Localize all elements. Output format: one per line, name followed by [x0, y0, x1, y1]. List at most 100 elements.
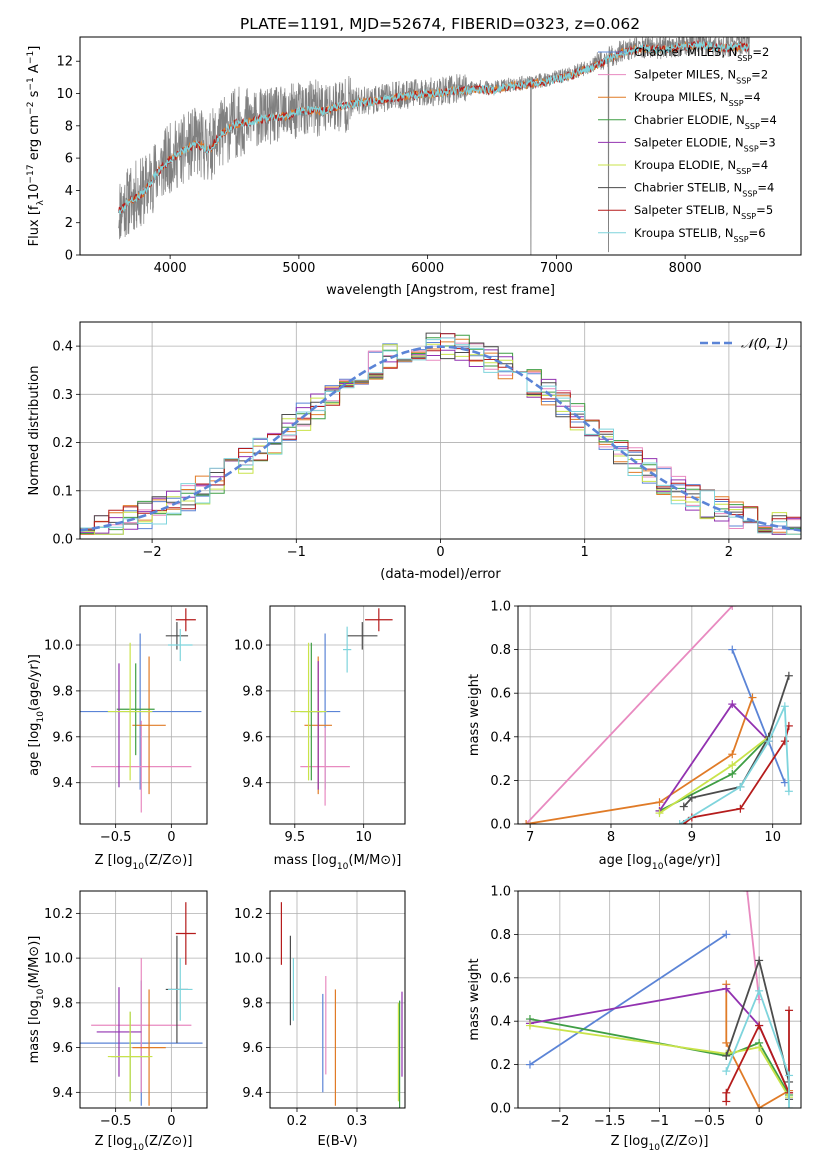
- chart-mass_vs_ebv: 0.2 0.3 9.4 9.6 9.8 10.0 10.2 E(B-V): [234, 890, 406, 1149]
- x-axis-label: Z [log10(Z/Z⊙)]: [611, 1134, 709, 1153]
- plot-area: [80, 332, 801, 539]
- y-tick-label: 0.4: [490, 1015, 511, 1030]
- x-tick-label: 8000: [669, 261, 702, 276]
- y-tick-label: 10.0: [44, 952, 73, 967]
- y-tick-label: 10.2: [44, 907, 73, 922]
- errorbar-salpeter-stelib: [175, 902, 196, 965]
- axes-frame: [79, 890, 208, 1109]
- axes-frame: [79, 605, 208, 825]
- y-tick-label: 0.6: [490, 971, 511, 986]
- plot-area: [280, 902, 403, 1108]
- x-tick-label: −0.5: [100, 830, 132, 845]
- x-tick-label: 8: [607, 830, 615, 845]
- errorbar-kroupa-miles: [132, 989, 166, 1106]
- y-tick-label: 1.0: [490, 885, 511, 900]
- chart-weight_vs_z: −2 −1.5 −1 −0.5 0 0.0 0.2 0.4 0.6 0.8 1.0 Z [log10(…: [467, 885, 802, 1153]
- y-axis-label: Flux [fλ10−17 erg cm−2 s−1 A−1]: [26, 46, 46, 247]
- errorbar-salpeter-miles: [91, 720, 192, 813]
- series-salpeter-elodie: [655, 700, 773, 815]
- errorbar-salpeter-stelib: [175, 608, 196, 632]
- y-tick-label: 9.4: [52, 1086, 73, 1101]
- x-tick-label: 0: [436, 545, 444, 560]
- y-tick-label: 10.0: [234, 952, 263, 967]
- x-tick-label: 10: [355, 830, 372, 845]
- series-kroupa-miles: [522, 693, 757, 824]
- y-tick-label: 9.8: [242, 684, 263, 699]
- axes-frame: [79, 321, 802, 540]
- errorbar-salpeter-elodie: [96, 987, 142, 1077]
- legend-entry: Kroupa STELIB, NSSP=6: [634, 226, 766, 244]
- x-tick-label: 4000: [154, 261, 187, 276]
- x-axis-label: Z [log10(Z/Z⊙)]: [95, 1134, 193, 1153]
- y-tick-label: 0.3: [52, 388, 73, 403]
- x-tick-label: 0: [167, 830, 175, 845]
- y-tick-label: 9.4: [242, 1086, 263, 1101]
- x-tick-label: 9.5: [284, 830, 305, 845]
- y-tick-label: 9.6: [52, 1041, 73, 1056]
- plot-area: [80, 902, 203, 1106]
- x-tick-label: −1: [650, 1114, 669, 1129]
- series-kroupa-stelib: [675, 702, 793, 824]
- x-tick-label: −0.5: [100, 1114, 132, 1129]
- x-axis-label: Z [log10(Z/Z⊙)]: [95, 853, 193, 872]
- y-tick-label: 8: [65, 119, 73, 134]
- x-tick-label: 0: [755, 1114, 763, 1129]
- x-axis-label: age [log10(age/yr)]: [599, 853, 721, 872]
- y-tick-label: 0: [65, 249, 73, 264]
- legend: Chabrier MILES, NSSP=2 Salpeter MILES, NS…: [598, 45, 777, 243]
- y-tick-label: 9.4: [52, 776, 73, 791]
- x-tick-label: 1: [581, 545, 589, 560]
- x-tick-label: 7: [526, 830, 534, 845]
- y-axis-label: mass weight: [467, 958, 482, 1040]
- legend-entry: Salpeter STELIB, NSSP=5: [634, 203, 773, 221]
- errorbar-salpeter-stelib: [365, 608, 393, 632]
- y-tick-label: 0.2: [490, 774, 511, 789]
- chart-age_vs_mass: 9.5 10 9.4 9.6 9.8 10.0 mass [log10(M/M⊙)]: [234, 605, 406, 872]
- x-tick-label: −0.5: [694, 1114, 726, 1129]
- chart-spectrum: 4000 5000 6000 7000 8000 0 2 4 6 8 10 12 PLATE=1191,…: [26, 15, 802, 298]
- y-tick-label: 6: [65, 152, 73, 167]
- gridlines: [270, 606, 405, 824]
- series-chabrier-miles: [728, 645, 789, 787]
- legend-entry: 𝒩(0, 1): [741, 337, 788, 352]
- y-tick-label: 10.0: [234, 639, 263, 654]
- gridlines: [80, 606, 207, 824]
- x-axis-label: (data-model)/error: [380, 567, 501, 582]
- plot-area: [118, 37, 750, 255]
- chart-title: PLATE=1191, MJD=52674, FIBERID=0323, z=0…: [240, 15, 640, 33]
- legend-entry: Chabrier MILES, NSSP=2: [634, 45, 769, 63]
- histogram-kroupa-stelib: [80, 337, 801, 539]
- plot-area: [290, 608, 393, 806]
- y-tick-label: 0.6: [490, 687, 511, 702]
- x-tick-label: 9: [688, 830, 696, 845]
- errorbar-kroupa-elodie: [107, 642, 153, 781]
- y-tick-label: 0.2: [52, 436, 73, 451]
- legend-entry: Chabrier STELIB, NSSP=4: [634, 181, 774, 199]
- series-kroupa-stelib: [722, 986, 794, 1108]
- axes-frame: [269, 890, 406, 1109]
- x-tick-label: 6000: [411, 261, 444, 276]
- normal-curve: [80, 345, 801, 532]
- gridlines: [270, 891, 405, 1108]
- y-tick-label: 9.4: [242, 776, 263, 791]
- errorbar-kroupa-elodie: [107, 1011, 153, 1102]
- y-tick-label: 0.8: [490, 928, 511, 943]
- y-axis-label: mass [log10(M/M⊙)]: [27, 936, 46, 1064]
- x-tick-label: 0.3: [347, 1114, 368, 1129]
- x-tick-label: 0: [167, 1114, 175, 1129]
- series-salpeter-stelib: [679, 721, 793, 824]
- errorbar-chabrier-stelib: [347, 622, 378, 650]
- errorbar-kroupa-elodie: [290, 642, 327, 781]
- axes-frame: [517, 605, 802, 825]
- chart-mass_vs_z: −0.5 0 9.4 9.6 9.8 10.0 10.2 Z [log10(Z/Z⊙)] mas…: [27, 890, 208, 1153]
- x-tick-label: 5000: [282, 261, 315, 276]
- legend-entry: Chabrier ELODIE, NSSP=4: [634, 113, 777, 131]
- y-tick-label: 0.2: [490, 1058, 511, 1073]
- x-axis-label: mass [log10(M/M⊙)]: [274, 853, 402, 872]
- series-chabrier-miles: [525, 930, 731, 1069]
- gridlines: [80, 891, 207, 1108]
- x-tick-label: −1.5: [594, 1114, 626, 1129]
- series-salpeter-miles: [743, 891, 764, 1004]
- x-tick-label: 10: [764, 830, 781, 845]
- plot-area: [522, 606, 793, 824]
